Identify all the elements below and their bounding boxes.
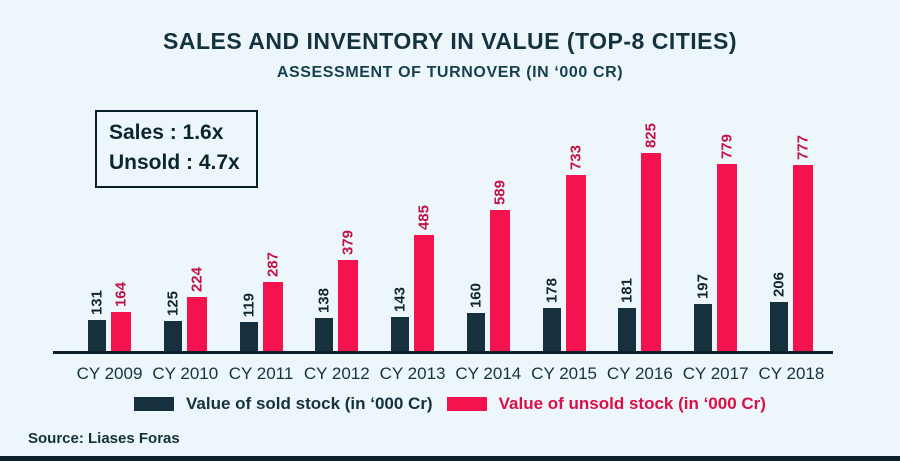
sold-stock-bar: 178 [542,278,561,351]
unsold-value-label: 825 [642,122,660,148]
bars-container: 131 164 CY 2009 125 224 CY 2010 119 287 CY 2011 1… [77,105,825,383]
unsold-stock-bar: 287 [262,252,283,351]
category-label: CY 2013 [379,364,446,383]
sales-ratio-text: Sales : 1.6x [109,121,224,144]
legend: Value of sold stock (in ‘000 Cr) Value o… [0,394,900,414]
sold-value-label: 178 [543,277,561,303]
sold-value-label: 119 [240,292,258,317]
bar-group: 131 164 CY 2009 [77,105,143,383]
sold-stock-bar: 197 [694,274,713,351]
sold-value-label: 143 [391,286,409,312]
sold-value-label: 138 [315,287,333,313]
unsold-value-label: 589 [491,179,509,205]
unsold-stock-bar: 825 [641,123,662,351]
category-label: CY 2015 [531,364,598,383]
unsold-value-label: 224 [188,266,206,292]
unsold-value-label: 777 [794,134,812,160]
sold-value-label: 131 [88,289,106,315]
sold-stock-bar: 131 [88,290,106,351]
sold-value-label: 125 [164,290,182,316]
unsold-stock-bar: 779 [717,134,738,351]
bar-group: 138 379 CY 2012 [304,105,370,383]
unsold-value-label: 164 [112,281,130,307]
chart-subtitle: ASSESSMENT OF TURNOVER (IN ‘000 CR) [276,64,624,81]
bar-group: 143 485 CY 2013 [380,105,446,383]
category-label: CY 2014 [455,364,522,383]
category-label: CY 2010 [152,364,219,383]
legend-item-unsold: Value of unsold stock (in ‘000 Cr) [446,394,766,414]
legend-label-unsold: Value of unsold stock (in ‘000 Cr) [498,394,766,413]
unsold-stock-bar: 164 [111,282,131,351]
unsold-stock-bar: 733 [565,145,586,351]
ratio-annotation-box: Sales : 1.6x Unsold : 4.7x [95,110,258,188]
sold-value-label: 181 [618,277,636,303]
category-label: CY 2018 [758,364,825,383]
source-note: Source: Liases Foras [28,430,180,447]
sold-stock-bar: 160 [466,283,485,351]
category-label: CY 2016 [606,364,673,383]
unsold-stock-bar: 589 [489,180,510,351]
category-label: CY 2017 [682,364,749,383]
legend-item-sold: Value of sold stock (in ‘000 Cr) [134,394,433,414]
bar-group: 206 777 CY 2018 [758,105,824,383]
unsold-ratio-text: Unsold : 4.7x [109,150,240,174]
x-axis-line [53,351,833,354]
category-label: CY 2009 [76,364,143,383]
unsold-value-label: 779 [718,133,736,159]
category-label: CY 2011 [228,364,294,383]
unsold-value-label: 733 [567,144,585,170]
sold-stock-bar: 181 [618,278,637,351]
bar-group: 125 224 CY 2010 [152,105,218,383]
sold-value-label: 197 [694,273,712,299]
legend-swatch-unsold [446,397,487,411]
sold-stock-bar: 125 [163,291,182,351]
plot-area: 131 164 CY 2009 125 224 CY 2010 119 287 CY 2011 1… [53,105,833,383]
sold-value-label: 206 [770,271,788,297]
chart-title: SALES AND INVENTORY IN VALUE (TOP-8 CITI… [163,28,737,54]
sold-stock-bar: 138 [315,288,334,351]
bottom-border-strip [0,456,900,461]
bar-group: 178 733 CY 2015 [531,105,597,383]
legend-label-sold: Value of sold stock (in ‘000 Cr) [186,394,433,413]
bar-group: 197 779 CY 2017 [683,105,749,383]
unsold-stock-bar: 777 [792,135,813,351]
sold-stock-bar: 119 [239,293,258,351]
sold-value-label: 160 [467,282,485,308]
bar-group: 160 589 CY 2014 [455,105,521,383]
unsold-stock-bar: 224 [186,267,207,351]
bar-group: 119 287 CY 2011 [229,105,294,383]
unsold-value-label: 287 [264,251,282,277]
sold-stock-bar: 206 [769,272,788,351]
sold-stock-bar: 143 [391,287,410,351]
unsold-value-label: 379 [339,229,357,255]
legend-swatch-sold [134,397,175,411]
unsold-value-label: 485 [415,204,433,230]
unsold-stock-bar: 379 [338,230,359,351]
category-label: CY 2012 [303,364,370,383]
bar-group: 181 825 CY 2016 [607,105,673,383]
unsold-stock-bar: 485 [414,205,435,351]
